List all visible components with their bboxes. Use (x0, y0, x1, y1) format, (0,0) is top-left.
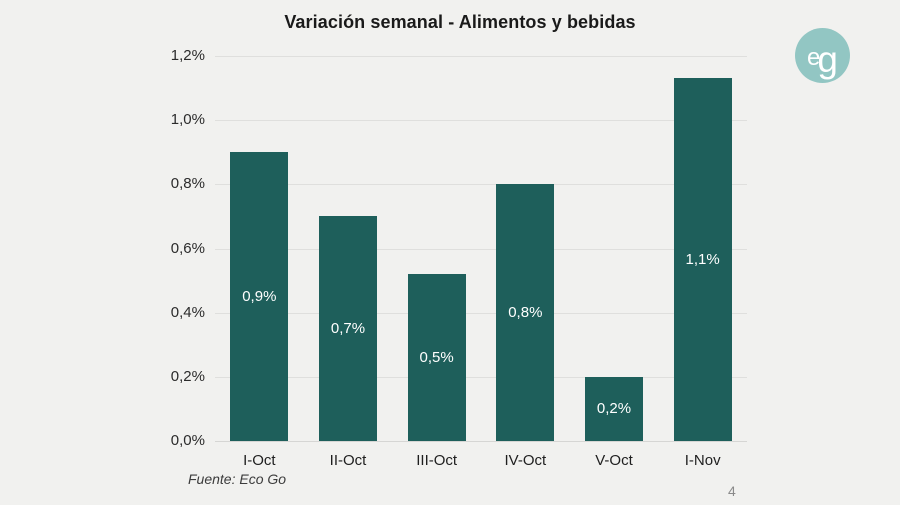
bar-II-Oct: 0,7% (319, 216, 377, 441)
bar-I-Nov: 1,1% (673, 78, 732, 441)
plot-area: 0,9% I-Oct 0,7% II-Oct 0,5% III-Oct 0,8% IV-Oct… (215, 56, 747, 469)
y-tick-label: 0,4% (170, 303, 205, 321)
gridline (215, 441, 747, 442)
page-number: 4 (728, 483, 736, 499)
gridline (215, 376, 747, 378)
y-tick-label: 0,6% (170, 239, 205, 257)
x-tick-label: I-Nov (684, 452, 721, 469)
bar-value-label: 0,9% (242, 287, 277, 305)
bar-III-Oct: 0,5% (407, 274, 466, 441)
gridline (215, 56, 747, 57)
logo-letter-g: g (817, 39, 838, 80)
bar-I-Oct: 0,9% (230, 152, 289, 441)
gridline (215, 312, 747, 314)
x-tick-label: III-Oct (416, 452, 458, 469)
eco-go-logo-icon: e g (795, 28, 850, 83)
bar-value-label: 1,1% (685, 250, 720, 268)
bar-value-label: 0,8% (508, 303, 543, 321)
y-tick-label: 0,0% (170, 432, 205, 449)
bar-value-label: 0,7% (330, 319, 366, 337)
source-note: Fuente: Eco Go (188, 471, 287, 487)
gridline (215, 248, 747, 250)
bar-IV-Oct: 0,8% (496, 184, 555, 441)
x-tick-label: I-Oct (243, 452, 276, 469)
bar-V-Oct: 0,2% (585, 376, 643, 441)
logo-letter-e: e (807, 43, 821, 71)
y-tick-label: 1,2% (170, 47, 205, 64)
x-tick-label: V-Oct (595, 452, 633, 469)
gridline (215, 120, 747, 122)
bar-value-label: 0,2% (596, 399, 632, 417)
chart-title: Variación semanal - Alimentos y bebidas (284, 12, 636, 32)
x-tick-label: IV-Oct (504, 452, 547, 469)
y-tick-label: 0,2% (170, 367, 205, 385)
gridline (215, 184, 747, 186)
x-tick-label: II-Oct (329, 452, 367, 469)
y-tick-label: 1,0% (170, 111, 205, 129)
y-tick-label: 0,8% (170, 175, 205, 193)
y-axis: 0,0% 0,2% 0,4% 0,6% 0,8% 1,0% 1,2% (130, 0, 205, 505)
bar-value-label: 0,5% (419, 348, 454, 366)
